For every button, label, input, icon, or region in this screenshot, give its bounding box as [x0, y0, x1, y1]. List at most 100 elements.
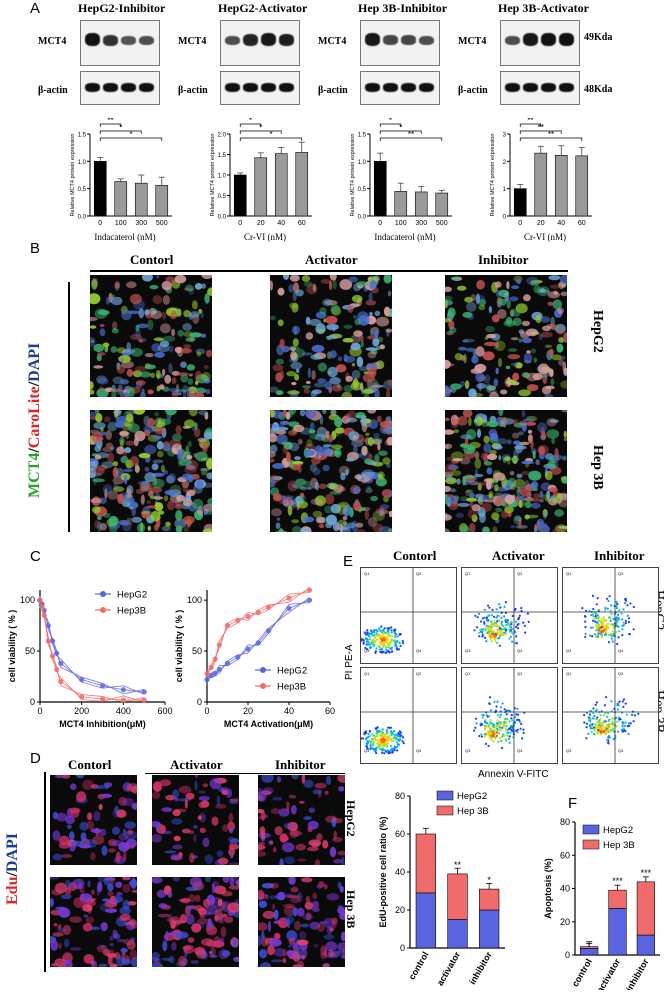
event-dot — [624, 721, 627, 724]
event-dot — [597, 623, 600, 626]
cell-mark — [468, 492, 475, 499]
event-dot — [361, 639, 363, 642]
cell-mark — [188, 373, 193, 377]
cell-mark — [337, 906, 345, 914]
cell-mark — [365, 300, 377, 306]
y-tick-label: 50 — [25, 646, 35, 656]
cell-mark — [131, 507, 136, 517]
cell-mark — [318, 453, 330, 457]
event-dot — [611, 720, 614, 723]
cell-mark — [535, 459, 540, 466]
event-dot — [381, 728, 384, 731]
event-dot — [607, 725, 610, 728]
event-dot — [516, 623, 519, 627]
cell-mark — [258, 949, 268, 959]
event-dot — [369, 744, 372, 747]
event-dot — [617, 613, 620, 616]
x-tick-label-0: 0 — [238, 220, 242, 227]
blot-actin-2 — [360, 71, 440, 105]
cell-mark — [474, 451, 480, 460]
y-tick-label: 1.0 — [358, 160, 367, 166]
bar-3 — [575, 155, 589, 217]
event-dot — [505, 624, 508, 627]
event-dot — [379, 733, 382, 737]
cell-mark — [202, 443, 208, 453]
cell-mark — [519, 486, 531, 497]
event-dot — [610, 637, 613, 640]
cell-mark — [283, 495, 294, 499]
event-dot — [616, 720, 619, 723]
cell-mark — [194, 780, 198, 791]
cell-mark — [474, 473, 484, 478]
cell-mark — [374, 329, 379, 339]
cell-mark — [83, 914, 89, 918]
cell-mark — [322, 298, 333, 307]
cell-mark — [173, 835, 181, 842]
cell-mark — [338, 786, 345, 792]
event-dot — [618, 700, 621, 703]
cell-mark — [174, 275, 187, 284]
x-tick-label-0: 0 — [98, 220, 102, 227]
cell-mark — [323, 884, 328, 890]
cell-mark — [84, 839, 97, 848]
series-point-0-10 — [141, 689, 147, 695]
cell-mark — [282, 499, 289, 507]
event-dot — [632, 628, 635, 631]
cell-mark — [479, 512, 486, 523]
cell-mark — [311, 457, 321, 465]
cell-mark — [476, 279, 485, 290]
cell-mark — [308, 807, 316, 813]
cell-mark — [471, 514, 478, 523]
sig-bracket-1 — [239, 130, 282, 134]
cell-mark — [351, 363, 356, 367]
event-dot — [510, 621, 513, 624]
cell-mark — [340, 931, 345, 942]
event-dot — [483, 733, 486, 736]
cell-mark — [551, 354, 563, 361]
cell-mark — [510, 457, 520, 462]
cell-mark — [301, 352, 313, 356]
cell-mark — [267, 945, 275, 956]
event-dot — [591, 626, 594, 629]
cell-mark — [487, 453, 498, 461]
event-dot — [593, 729, 596, 732]
cell-mark — [284, 856, 296, 865]
cell-mark — [456, 478, 461, 485]
cell-mark — [172, 433, 182, 442]
cell-mark — [546, 417, 557, 427]
event-dot — [607, 641, 610, 644]
event-dot — [605, 730, 608, 733]
cell-mark — [476, 416, 483, 426]
x-tick-label-2: 300 — [415, 220, 427, 227]
cell-mark — [445, 359, 451, 369]
quadrant-q2: Q2 — [618, 671, 624, 676]
cell-mark — [483, 461, 493, 466]
quadrant-q1: Q1 — [465, 671, 471, 676]
event-dot — [397, 648, 400, 651]
event-dot — [496, 727, 499, 731]
event-dot — [392, 740, 395, 743]
cell-mark — [258, 816, 265, 820]
cell-mark — [314, 495, 326, 507]
series-point-0-7 — [79, 677, 85, 683]
cell-mark — [493, 472, 506, 481]
cell-mark — [90, 381, 94, 390]
cell-mark — [195, 391, 205, 397]
event-dot — [478, 631, 481, 634]
micrograph-r0-c1 — [152, 775, 239, 865]
event-dot — [591, 717, 594, 720]
event-dot — [380, 732, 383, 735]
event-dot — [396, 745, 399, 748]
cell-mark — [90, 389, 95, 395]
sig-label-2: * — [129, 130, 132, 139]
quadrant-q2: Q2 — [416, 671, 422, 676]
cell-mark — [90, 960, 95, 966]
cell-mark — [53, 923, 58, 927]
cell-mark — [295, 478, 306, 486]
cell-mark — [322, 963, 330, 967]
band-mct4-0-2 — [121, 36, 136, 45]
cell-mark — [445, 471, 454, 478]
event-dot — [475, 626, 479, 629]
cell-mark — [317, 790, 322, 798]
event-dot — [378, 740, 381, 743]
